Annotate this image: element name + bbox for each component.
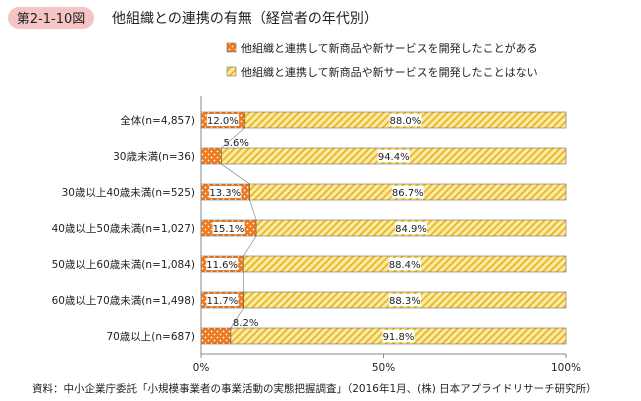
legend-swatch-series-1 [226,42,237,53]
value-label-bg [206,258,239,270]
connector-line [221,127,246,149]
value-label-bg [206,114,239,126]
value-label-series-2: 94.4% [378,152,410,163]
x-axis: 0% 50% 100% [193,96,581,374]
category-label: 60歳以上70歳未満(n=1,498) [52,295,195,307]
connector-line [243,235,257,257]
connector-line [221,163,250,185]
value-label-series-2: 88.4% [389,260,421,271]
bar-series-1 [200,327,232,345]
value-label-bg [377,150,410,162]
category-label: 70歳以上(n=687) [106,331,195,343]
value-label-bg [382,330,415,342]
figure-number-badge [8,7,94,29]
category-label: 50歳以上60歳未満(n=1,084) [52,259,195,271]
value-label-series-1: 5.6% [223,138,248,149]
x-tick-label: 50% [372,362,395,374]
value-label-bg [389,114,422,126]
bar-series-1 [200,147,222,165]
connector-line [249,199,257,221]
value-label-series-1: 12.0% [207,116,239,127]
value-label-series-1: 11.6% [206,260,238,271]
chart-title: 他組織との連携の有無（経営者の年代別） [112,11,378,27]
category-label: 全体(n=4,857) [120,114,195,127]
value-label-series-1: 11.7% [206,296,238,307]
value-label-bg [206,294,239,306]
value-label-bg [395,222,428,234]
value-label-bg [391,186,424,198]
connector-line [230,307,245,329]
value-label-series-1: 13.3% [209,188,241,199]
value-label-series-2: 86.7% [392,188,424,199]
value-label-series-2: 91.8% [383,332,415,343]
value-label-series-1: 8.2% [233,318,258,329]
value-label-bg [209,186,242,198]
x-tick-label: 0% [193,362,210,374]
bars [200,111,567,345]
category-labels: 全体(n=4,857) 30歳未満(n=36) 30歳以上40歳未満(n=525) 4… [52,114,195,343]
value-labels: 12.0% 88.0% 5.6% 94.4% 13.3% 86.7% 15.1% 84.9% 1… [206,114,428,343]
legend-label-series-2: 他組織と連携して新商品や新サービスを開発したことはない [241,65,538,79]
value-label-series-2: 88.3% [389,296,421,307]
figure-number: 第2-1-10図 [17,12,85,27]
x-tick-label: 100% [551,362,581,374]
legend: 他組織と連携して新商品や新サービスを開発したことがある 他組織と連携して新商品や… [226,41,538,79]
legend-label-series-1: 他組織と連携して新商品や新サービスを開発したことがある [241,41,538,55]
source-note: 資料：中小企業庁委託「小規模事業者の事業活動の実態把握調査」（2016年1月、(… [32,382,597,395]
category-label: 40歳以上50歳未満(n=1,027) [52,223,195,235]
category-label: 30歳以上40歳未満(n=525) [62,187,195,199]
category-label: 30歳未満(n=36) [113,151,195,163]
value-label-series-2: 84.9% [395,224,427,235]
value-label-bg [212,222,245,234]
value-label-series-1: 15.1% [213,224,245,235]
value-label-bg [388,294,421,306]
legend-swatch-series-2 [226,66,237,77]
value-label-bg [388,258,421,270]
value-label-series-2: 88.0% [390,116,422,127]
connector-lines [221,127,257,329]
